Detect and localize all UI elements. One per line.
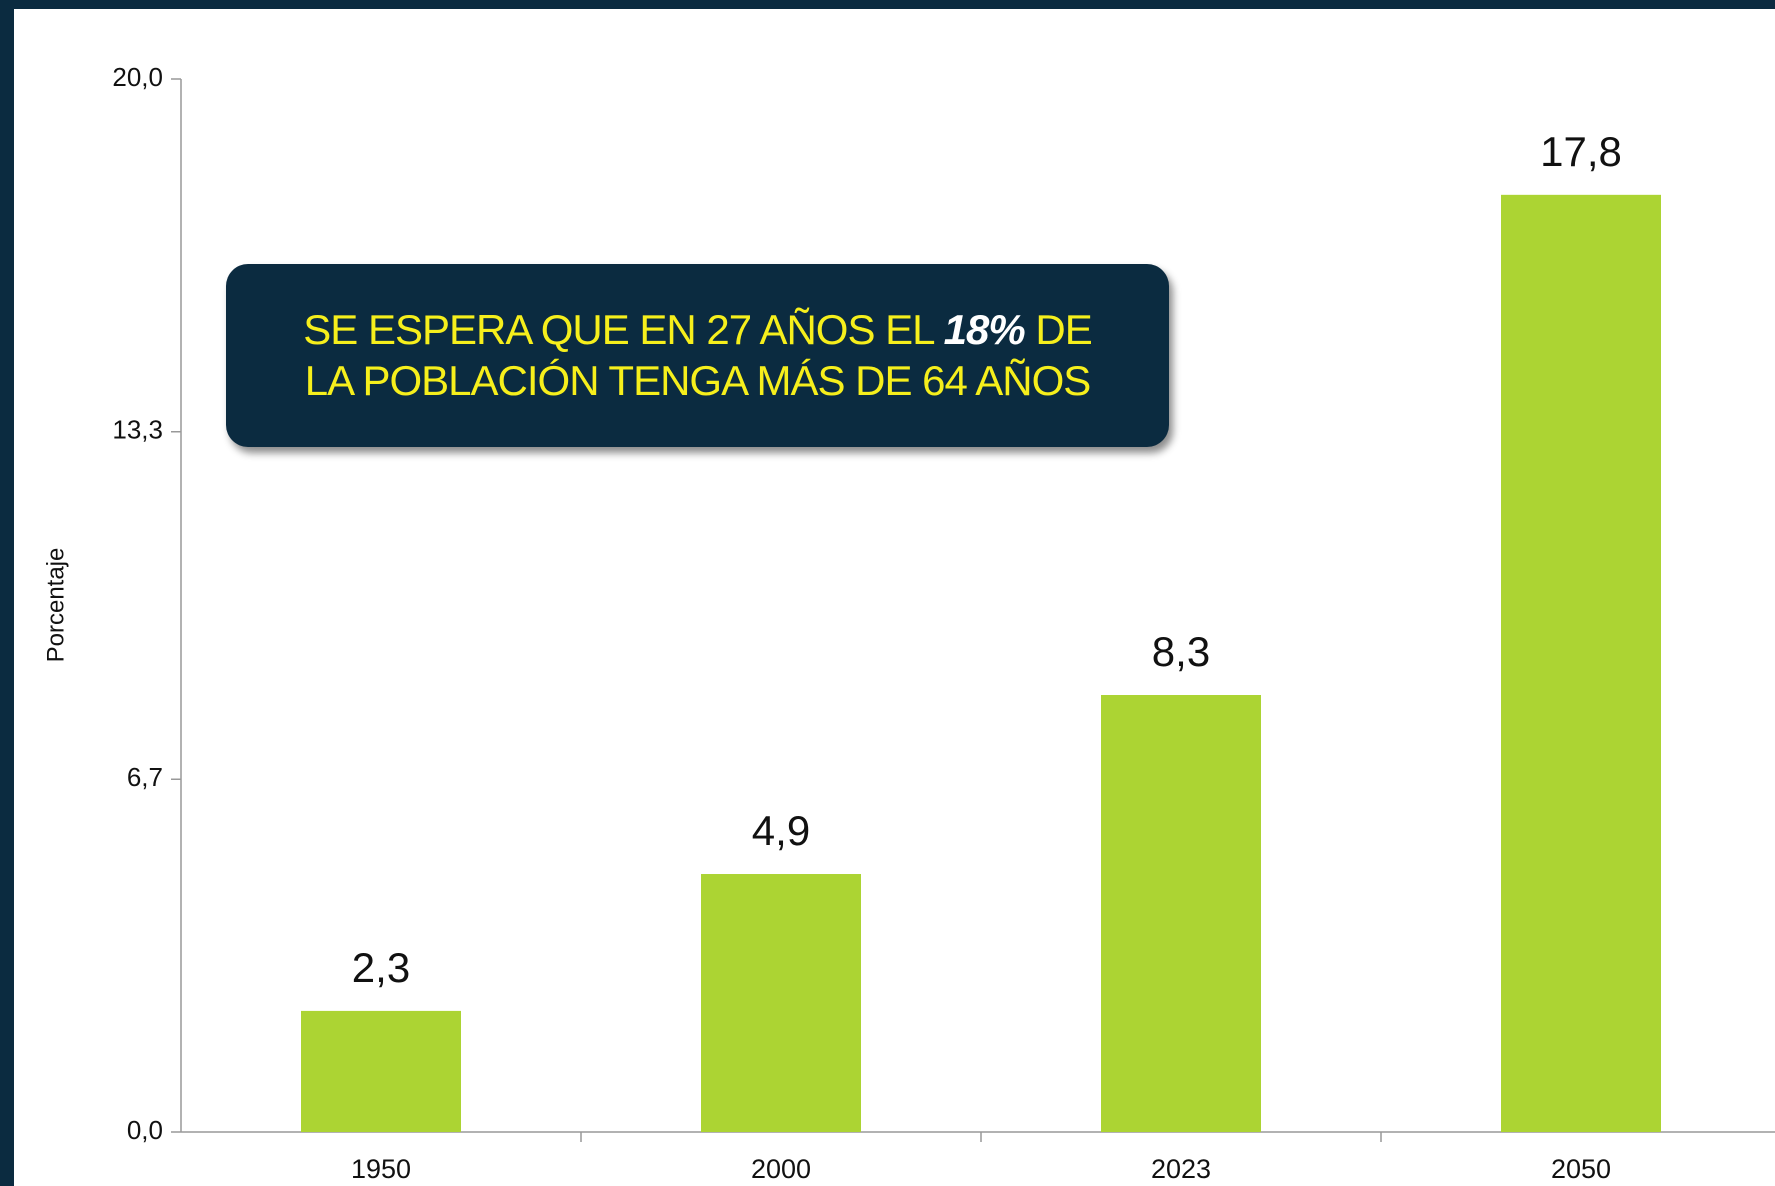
y-axis-label: Porcentaje [42,548,69,663]
x-tick-label: 2023 [1151,1154,1211,1184]
bar [701,874,861,1132]
data-label: 4,9 [752,807,810,854]
data-label: 2,3 [352,944,410,991]
data-label: 8,3 [1152,628,1210,675]
x-tick-label: 1950 [351,1154,411,1184]
annotation-text: SE ESPERA QUE EN 27 AÑOS EL [303,306,934,354]
annotation-text: DE [1035,306,1092,354]
y-tick-label: 13,3 [112,415,163,445]
x-tick-label: 2050 [1551,1154,1611,1184]
annotation: SE ESPERA QUE EN 27 AÑOS EL 18% DE LA PO… [226,264,1169,447]
plot-background [14,9,1775,1186]
bar [1101,695,1261,1132]
bar [301,1010,461,1132]
y-tick-label: 6,7 [127,762,163,792]
annotation-line: SE ESPERA QUE EN 27 AÑOS EL 18% DE [226,305,1169,355]
y-tick-label: 0,0 [127,1115,163,1145]
bar [1501,194,1661,1132]
annotation-line: LA POBLACIÓN TENGA MÁS DE 64 AÑOS [304,356,1092,404]
x-tick-label: 2000 [751,1154,811,1184]
annotation-emphasis: 18% [943,306,1026,354]
y-tick-label: 20,0 [112,62,163,92]
data-label: 17,8 [1540,128,1622,175]
